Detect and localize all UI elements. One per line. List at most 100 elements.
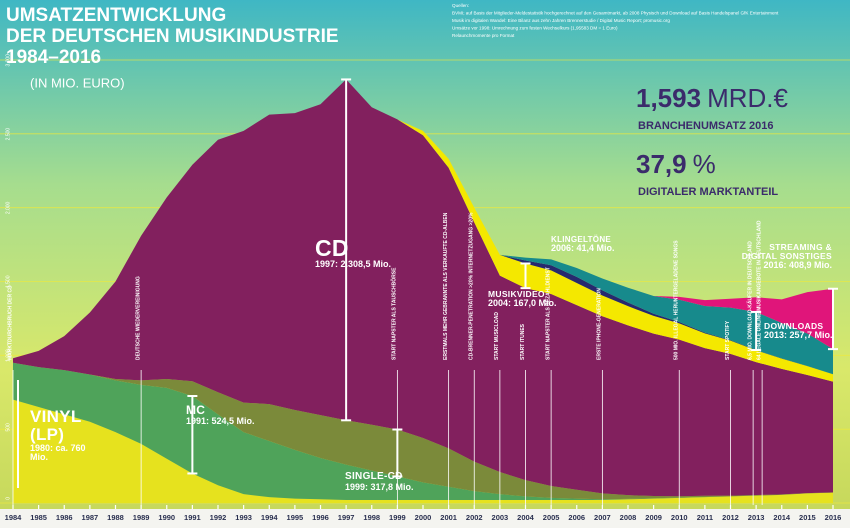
area — [13, 79, 833, 382]
series-name: KLINGELTÖNE — [551, 235, 612, 244]
area — [13, 399, 833, 503]
x-tick-label: 1985 — [30, 513, 47, 522]
event-label: START NAPSTER ALS BEZAHLDIENST — [545, 267, 551, 360]
x-tick-label: 1996 — [312, 513, 329, 522]
area — [13, 362, 833, 500]
series-name: CD — [315, 235, 349, 261]
x-tick-label: 2008 — [620, 513, 637, 522]
event-label: 64 LEGALE ONLINE-MUSIKANGEBOTE IN DEUTSC… — [756, 220, 762, 360]
x-tick-label: 2002 — [466, 513, 483, 522]
source-note: Musik im digitalen Wandel: Eine Bilanz a… — [452, 18, 670, 23]
series-label: VINYL (LP) 1980: ca. 760 Mio. — [30, 408, 100, 463]
y-tick-label: 500 — [5, 423, 11, 432]
series-label: DOWNLOADS 2013: 257,7 Mio. — [764, 322, 844, 340]
x-tick-label: 2010 — [671, 513, 688, 522]
x-tick-label: 1998 — [363, 513, 380, 522]
series-label: CD 1997: 2.308,5 Mio. — [315, 236, 425, 270]
source-note: Umsätze vor 1998: Umrechnung zum festen … — [452, 26, 618, 31]
series-name: MUSIKVIDEO — [488, 289, 545, 299]
y-tick-label: 2.500 — [5, 128, 11, 141]
x-tick-label: 1995 — [287, 513, 304, 522]
subtitle: (IN MIO. EURO) — [30, 75, 125, 90]
x-tick-label: 1984 — [5, 513, 23, 522]
stat-caption: BRANCHENUMSATZ 2016 — [638, 120, 773, 132]
stat-caption: DIGITALER MARKTANTEIL — [638, 186, 778, 198]
x-tick-label: 1988 — [107, 513, 124, 522]
x-tick-label: 1992 — [210, 513, 227, 522]
stat-number: 37,9 — [636, 149, 687, 179]
area — [13, 79, 833, 375]
y-tick-label: 1.000 — [5, 349, 11, 362]
series-callout: 2016: 408,9 Mio. — [763, 259, 832, 270]
event-label: ERSTMALS MEHR GEBRANNTE ALS VERKAUFTE CD… — [443, 212, 449, 360]
x-tick-label: 1991 — [184, 513, 201, 522]
x-tick-label: 1993 — [235, 513, 252, 522]
axis-strip — [0, 509, 850, 528]
series-name: MC — [186, 403, 206, 417]
x-tick-label: 1994 — [261, 513, 279, 522]
x-tick-label: 2009 — [645, 513, 662, 522]
stat-value: 37,9% — [636, 149, 716, 179]
series-label: MC 1991: 524,5 Mio. — [186, 404, 276, 426]
series-callout: 1980: ca. 760 Mio. — [30, 442, 86, 463]
event-label: 500 MIO. ILLEGAL HERUNTERGELADENE SONGS — [674, 240, 680, 360]
source-note: Relaunchmomente pro Format — [452, 33, 515, 38]
x-tick-label: 1986 — [56, 513, 73, 522]
series-callout: 1999: 317,8 Mio. — [345, 481, 414, 492]
series-label: STREAMING & DIGITAL SONSTIGES 2016: 408,9… — [732, 243, 832, 270]
series-callout: 2004: 167,0 Mio. — [488, 297, 557, 308]
series-callout: 2013: 257,7 Mio. — [764, 329, 833, 340]
series-label: KLINGELTÖNE 2006: 41,4 Mio. — [551, 235, 661, 254]
x-tick-label: 2012 — [722, 513, 739, 522]
series-callout: 1991: 524,5 Mio. — [186, 415, 255, 426]
event-label: START MUSICLOAD — [494, 312, 500, 360]
x-tick-label: 2003 — [492, 513, 509, 522]
x-tick-label: 2011 — [697, 513, 713, 522]
series-label: MUSIKVIDEO 2004: 167,0 Mio. — [488, 290, 598, 308]
event-label: START NAPSTER ALS TAUSCHBÖRSE — [391, 267, 398, 360]
x-tick-label: 2005 — [543, 513, 560, 522]
title: DER DEUTSCHEN MUSIKINDUSTRIE — [6, 26, 339, 47]
series-name: SINGLE-CD — [345, 471, 403, 482]
area — [13, 79, 833, 497]
series-name: STREAMING & DIGITAL SONSTIGES — [741, 242, 832, 261]
x-tick-label: 2004 — [517, 513, 535, 522]
x-tick-label: 1989 — [133, 513, 150, 522]
source-note: BVMI; auf Basis der Mitglieder-Meldestat… — [452, 11, 779, 16]
x-tick-label: 1999 — [389, 513, 406, 522]
x-tick-label: 2006 — [568, 513, 585, 522]
y-tick-label: 2.000 — [5, 201, 11, 214]
x-tick-label: 2001 — [440, 513, 457, 522]
title: UMSATZENTWICKLUNG — [6, 5, 226, 26]
stat-value: 1,593 MRD.€ — [636, 83, 789, 113]
x-tick-label: 2013 — [748, 513, 765, 522]
event-label: 6,5 MIO. DOWNLOAD-KÄUFER IN DEUTSCHLAND — [746, 241, 753, 360]
stat-number: 1,593 — [636, 83, 701, 113]
y-tick-label: 3.000 — [5, 54, 11, 67]
series-name: VINYL (LP) — [30, 407, 82, 444]
y-tick-label: 1.500 — [5, 275, 11, 288]
series-callout: 2006: 41,4 Mio. — [551, 243, 615, 254]
x-tick-label: 2015 — [799, 513, 816, 522]
title: 1984–2016 — [6, 47, 101, 68]
y-tick-label: 0 — [5, 497, 11, 500]
x-tick-label: 2007 — [594, 513, 611, 522]
event-label: START SPOTIFY — [725, 320, 731, 360]
x-tick-label: 2016 — [825, 513, 842, 522]
series-label: SINGLE-CD 1999: 317,8 Mio. — [345, 471, 455, 492]
x-tick-label: 1987 — [82, 513, 99, 522]
event-label: ERSTE IPHONE-GENERATION — [597, 288, 603, 360]
x-tick-label: 2014 — [773, 513, 791, 522]
event-label: CD-BRENNER-PENETRATION >20% INTERNETZUGA… — [469, 212, 475, 360]
event-label: MARKTDURCHBRUCH DER CD — [7, 285, 13, 360]
event-label: DEUTSCHE WIEDERVEREINIGUNG — [135, 276, 141, 360]
x-tick-label: 1997 — [338, 513, 355, 522]
stat-unit: % — [693, 149, 716, 179]
event-label: START ITUNES — [520, 323, 526, 360]
series-callout: 1997: 2.308,5 Mio. — [315, 259, 392, 270]
x-tick-label: 1990 — [158, 513, 175, 522]
x-tick-label: 2000 — [415, 513, 432, 522]
area — [13, 362, 833, 501]
